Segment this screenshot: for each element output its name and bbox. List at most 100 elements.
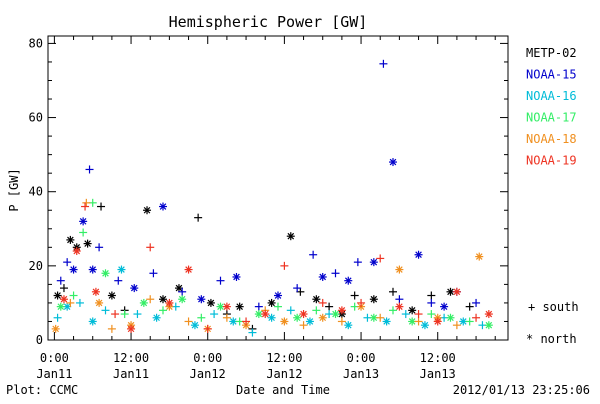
north-asterisk-marker	[206, 298, 215, 307]
south-plus-marker	[465, 317, 474, 326]
south-plus-marker	[331, 269, 340, 278]
north-asterisk-marker	[56, 302, 65, 311]
south-plus-marker	[379, 59, 388, 68]
south-plus-marker	[120, 310, 129, 319]
south-plus-marker	[194, 213, 203, 222]
south-plus-marker	[337, 317, 346, 326]
south-plus-marker	[274, 302, 282, 311]
south-plus-marker	[85, 165, 94, 174]
south-plus-marker	[56, 276, 65, 285]
y-tick-label: 80	[29, 36, 43, 50]
north-asterisk-marker	[79, 217, 88, 226]
legend-item-noaa-16: NOAA-16	[526, 89, 577, 103]
north-asterisk-marker	[66, 235, 75, 244]
plot-credit: Plot: CCMC	[6, 383, 78, 397]
south-plus-marker	[222, 313, 231, 322]
south-plus-marker	[63, 258, 72, 267]
legend-item-noaa-19: NOAA-19	[526, 154, 577, 168]
north-asterisk-marker	[452, 287, 461, 296]
south-plus-marker	[427, 291, 436, 300]
north-asterisk-marker	[484, 321, 493, 330]
north-asterisk-marker	[344, 321, 353, 330]
north-asterisk-marker	[331, 310, 340, 319]
north-asterisk-marker	[299, 310, 308, 319]
north-asterisk-marker	[337, 306, 346, 315]
south-plus-marker	[472, 298, 481, 307]
north-asterisk-marker	[274, 291, 282, 300]
north-asterisk-marker	[369, 258, 378, 267]
x-tick-time-label: 0:00	[347, 351, 376, 365]
south-plus-marker	[197, 313, 206, 322]
north-asterisk-marker	[446, 287, 455, 296]
north-asterisk-marker	[232, 272, 241, 281]
north-asterisk-marker	[267, 313, 276, 322]
north-asterisk-marker	[414, 250, 423, 259]
south-plus-marker	[465, 302, 474, 311]
north-asterisk-marker	[369, 313, 378, 322]
north-asterisk-marker	[51, 324, 60, 333]
north-asterisk-marker	[318, 272, 327, 281]
series-noaa-16	[53, 265, 487, 337]
north-asterisk-marker	[408, 317, 417, 326]
south-plus-marker	[114, 276, 123, 285]
north-asterisk-marker	[91, 287, 100, 296]
x-tick-date-label: Jan12	[266, 367, 302, 381]
south-plus-marker	[452, 321, 461, 330]
x-tick-date-label: Jan11	[36, 367, 72, 381]
south-plus-marker	[79, 228, 88, 237]
chart-title: Hemispheric Power [GW]	[169, 13, 368, 31]
south-plus-marker	[357, 298, 366, 307]
south-plus-marker	[376, 254, 385, 263]
south-plus-marker	[159, 306, 167, 315]
south-plus-marker	[111, 310, 120, 319]
north-asterisk-marker	[59, 295, 68, 304]
north-asterisk-marker	[88, 265, 97, 274]
south-plus-marker	[146, 295, 155, 304]
south-plus-marker	[203, 324, 212, 333]
north-asterisk-marker	[197, 295, 206, 304]
plot-area-frame	[47, 35, 509, 341]
south-plus-marker	[184, 317, 193, 326]
north-asterisk-marker	[395, 302, 404, 311]
series-noaa-17	[56, 198, 493, 330]
south-plus-marker	[353, 258, 362, 267]
north-asterisk-marker	[408, 306, 417, 315]
y-tick-label: 60	[29, 111, 43, 125]
north-asterisk-marker	[184, 265, 193, 274]
x-tick-time-label: 0:00	[40, 351, 69, 365]
x-tick-date-label: Jan12	[190, 367, 226, 381]
south-plus-marker	[210, 310, 219, 319]
x-tick-time-label: 12:00	[420, 351, 456, 365]
series-legend: METP-02 NOAA-15 NOAA-16 NOAA-17 NOAA-18 NOAA-…	[526, 46, 577, 168]
north-asterisk-marker	[127, 324, 136, 333]
north-asterisk-marker	[446, 313, 455, 322]
north-asterisk-marker	[369, 295, 378, 304]
north-asterisk-marker	[312, 295, 321, 304]
north-asterisk-marker	[484, 310, 493, 319]
south-plus-marker	[75, 298, 84, 307]
south-plus-marker	[97, 202, 106, 211]
data-points	[51, 59, 493, 337]
south-plus-marker	[133, 310, 142, 319]
south-plus-marker	[107, 324, 116, 333]
y-tick-label: 0	[36, 333, 43, 347]
north-asterisk-marker	[101, 269, 110, 278]
south-plus-marker	[389, 306, 397, 315]
south-plus-marker	[376, 313, 385, 322]
north-asterisk-marker	[235, 302, 244, 311]
north-asterisk-marker	[190, 321, 199, 330]
north-asterisk-marker	[420, 321, 429, 330]
legend-item-noaa-17: NOAA-17	[526, 111, 577, 125]
north-asterisk-marker	[165, 298, 174, 307]
south-plus-marker	[101, 306, 110, 315]
north-asterisk-marker	[433, 317, 442, 326]
legend-item-noaa-15: NOAA-15	[526, 68, 577, 82]
north-asterisk-marker	[152, 313, 161, 322]
north-asterisk-marker	[267, 298, 276, 307]
south-plus-marker	[66, 298, 75, 307]
north-asterisk-marker	[72, 247, 81, 256]
y-axis-label: P [GW]	[7, 168, 21, 211]
series-noaa-19	[59, 202, 493, 333]
north-asterisk-marker	[174, 284, 183, 293]
